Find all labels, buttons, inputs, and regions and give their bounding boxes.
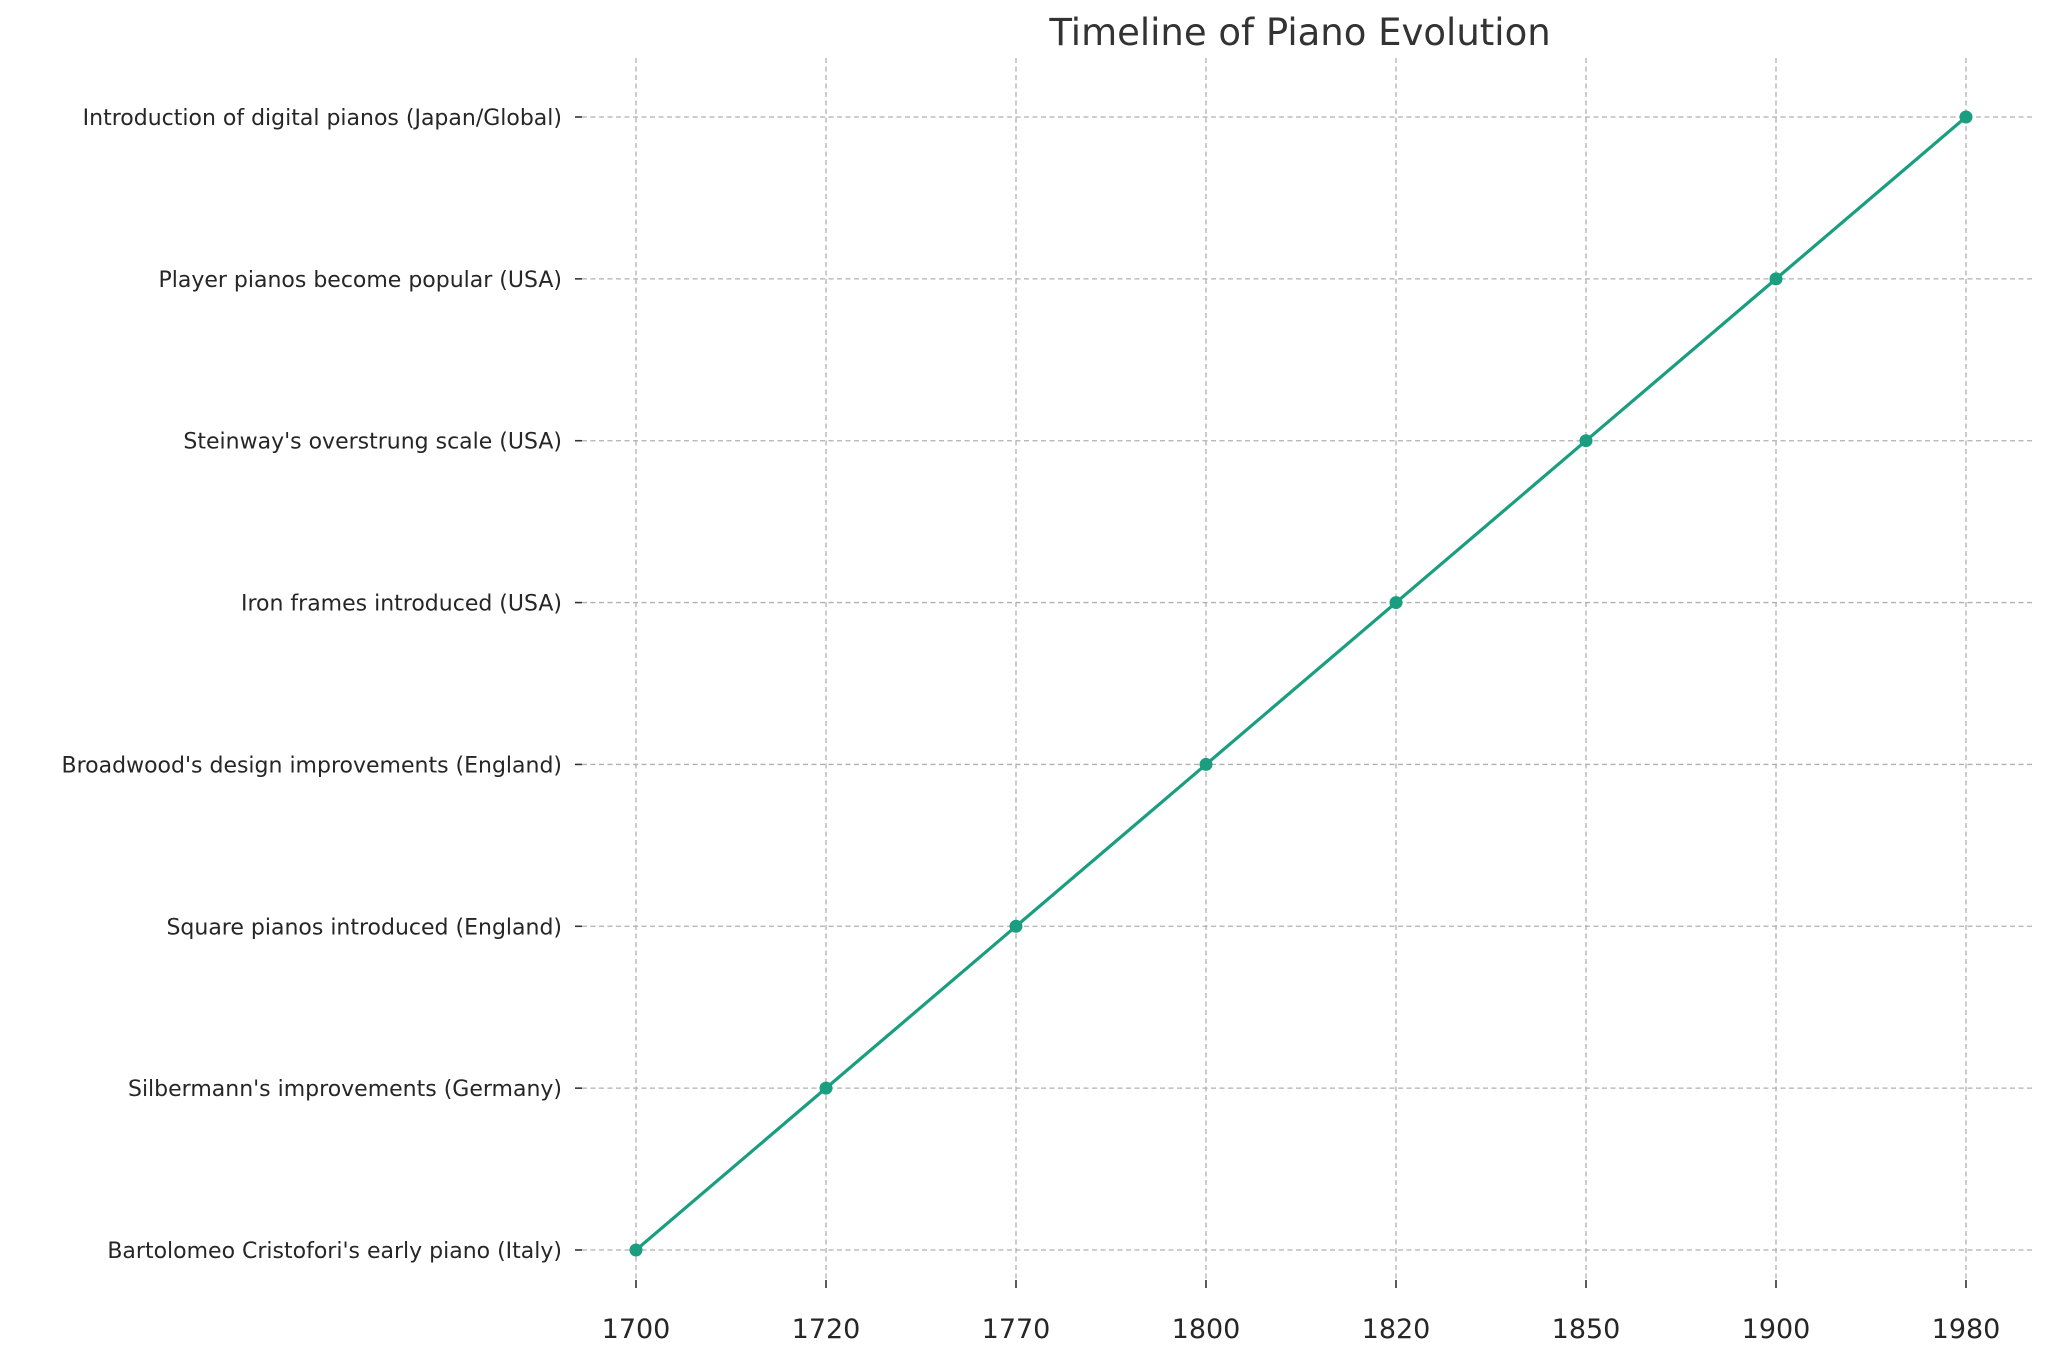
data-point — [1199, 757, 1213, 771]
data-point — [1009, 919, 1023, 933]
data-point — [1579, 434, 1593, 448]
x-tick-label: 1850 — [1552, 1314, 1621, 1345]
y-tick-label: Silbermann's improvements (Germany) — [128, 1077, 562, 1102]
axis-ticks — [575, 116, 1967, 1288]
data-point — [1389, 596, 1403, 610]
data-point — [819, 1081, 833, 1095]
grid — [582, 58, 2032, 1280]
x-tick-label: 1720 — [792, 1314, 861, 1345]
data-point — [1769, 272, 1783, 286]
chart-title: Timeline of Piano Evolution — [1048, 11, 1550, 54]
y-tick-label: Broadwood's design improvements (England… — [62, 753, 562, 778]
tick-labels: 1700 1720 1770 1800 1820 1850 1900 1980 Bartolom… — [62, 106, 2001, 1345]
x-tick-label: 1820 — [1362, 1314, 1431, 1345]
x-tick-label: 1980 — [1932, 1314, 2001, 1345]
data-point — [629, 1243, 643, 1257]
x-tick-label: 1700 — [602, 1314, 671, 1345]
y-tick-label: Bartolomeo Cristofori's early piano (Ita… — [107, 1239, 562, 1264]
series — [629, 110, 1973, 1257]
series-line — [634, 115, 1968, 1252]
y-tick-label: Steinway's overstrung scale (USA) — [183, 430, 562, 455]
y-tick-label: Square pianos introduced (England) — [166, 915, 562, 940]
y-tick-label: Introduction of digital pianos (Japan/Gl… — [83, 106, 562, 131]
y-tick-label: Iron frames introduced (USA) — [241, 592, 562, 617]
x-tick-label: 1900 — [1742, 1314, 1811, 1345]
y-tick-label: Player pianos become popular (USA) — [158, 268, 562, 293]
data-point — [1959, 110, 1973, 124]
x-tick-label: 1770 — [982, 1314, 1051, 1345]
x-tick-label: 1800 — [1172, 1314, 1241, 1345]
